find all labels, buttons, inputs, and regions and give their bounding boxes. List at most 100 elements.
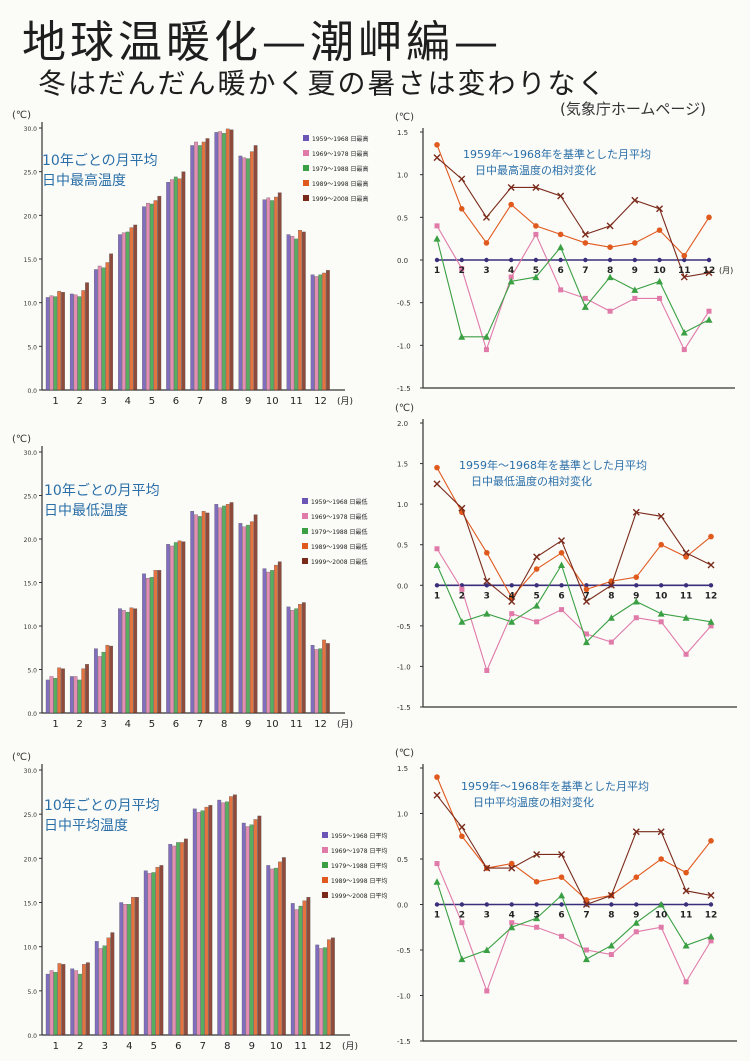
data-point [458,504,466,512]
chart-title: 10年ごとの月平均 [44,483,160,499]
x-tick-label: 12 [705,911,718,921]
data-point [558,550,565,556]
bar [218,507,222,714]
legend-label: 1979～1988 日最低 [311,528,367,536]
x-tick-label: 9 [245,719,251,730]
bar [314,276,319,391]
data-point [607,614,615,621]
bar [298,230,302,391]
data-point [558,537,566,545]
bar [61,292,65,391]
data-point [656,227,663,233]
bar [73,294,78,391]
data-point [632,598,640,605]
data-point [458,955,466,963]
data-point [607,891,615,899]
data-point [607,581,615,589]
data-point [583,631,589,637]
bar [197,145,202,391]
bar [196,812,201,1036]
bar [53,678,58,714]
data-point [705,269,713,277]
y-tick-label: 10.0 [24,945,38,952]
data-point [558,561,566,568]
data-point [632,919,640,926]
bar [242,157,247,391]
data-point [483,946,491,953]
bar [246,158,250,391]
bar [121,232,126,391]
data-point [533,566,540,572]
data-point [433,561,441,568]
y-tick-label: 1.5 [397,129,408,137]
bar [229,796,233,1036]
chart-title: 1959年～1968年を基準とした月平均 [461,779,649,793]
data-point [459,920,465,926]
data-point [459,902,465,907]
bar [81,290,86,391]
bar [315,944,320,1036]
bar [153,200,158,391]
data-point [557,192,565,200]
bar [49,970,54,1036]
y-tick-label: -1.5 [397,704,411,712]
data-point [683,554,689,560]
bar [253,819,258,1036]
bar [286,234,291,391]
x-tick-label: 1 [52,719,58,730]
data-point [631,196,639,204]
data-point [707,932,715,940]
bar [194,514,198,714]
data-point [608,639,614,645]
bar [97,265,102,391]
data-point [533,257,539,263]
data-point [559,583,564,588]
bar-chart-daily-mean: 0.05.010.015.020.025.030.0(℃)1 2 3 4 5 6 7 8 9 10… [12,752,387,1052]
data-point [633,929,639,935]
data-point [434,142,440,148]
data-point [533,553,541,561]
chart-title: 1959年～1968年を基準とした月平均 [459,458,647,472]
bar [85,282,89,391]
y-axis-label: (℃) [12,434,31,445]
bar [125,611,130,714]
bar [310,274,315,391]
legend-swatch [322,877,328,883]
x-tick-label: 11 [678,266,691,276]
data-point [434,902,440,907]
data-point [706,257,712,263]
bar [57,667,62,714]
x-tick-label: 6 [558,591,564,601]
y-tick-label: 2.0 [397,420,408,428]
data-point [632,828,640,836]
legend-swatch [302,528,308,534]
data-point [632,257,638,263]
data-point [682,257,687,263]
data-point [509,902,514,907]
x-tick-label: 11 [290,396,303,407]
data-point [583,586,590,593]
x-tick-label: 5 [151,1041,157,1052]
y-tick-label: 0.0 [397,902,408,910]
bar [73,676,78,714]
data-point [434,257,440,263]
x-tick-label: 2 [459,266,465,276]
data-point [633,574,640,580]
bar [278,861,282,1036]
line-chart-daily-mean-change: 1.51.00.50.0-0.5-1.0-1.5(℃)1 2 3 4 5 6 7 8 9 10 11… [395,748,737,1046]
x-tick-label: 1 [434,591,440,601]
data-point [606,222,614,230]
data-point [533,231,539,237]
bar [102,945,107,1036]
data-point [658,856,664,862]
bar [131,897,135,1036]
data-point [509,583,514,588]
bar [257,815,262,1036]
legend-label: 1979～1988 日最高 [312,165,368,173]
bar [294,909,299,1036]
data-point [483,240,490,246]
x-axis-label: (月) [342,1041,358,1052]
bar [170,179,174,391]
bar [205,512,210,714]
x-tick-label: 4 [508,266,514,276]
